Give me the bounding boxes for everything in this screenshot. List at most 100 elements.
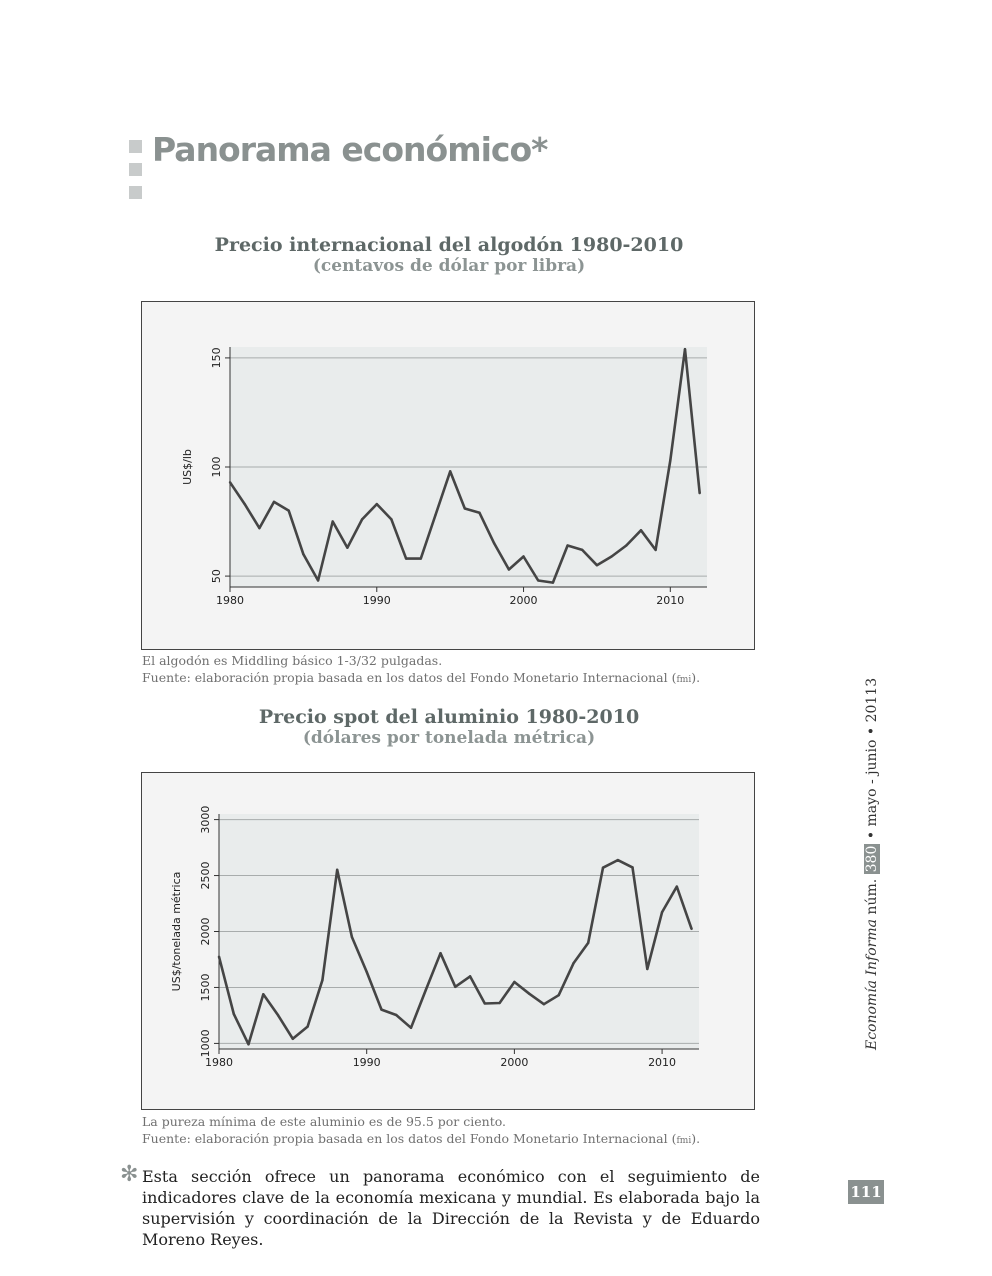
data-point: [522, 555, 525, 558]
data-point: [654, 548, 657, 552]
x-tick-label: 2000: [510, 594, 538, 607]
data-point: [258, 526, 261, 530]
x-tick-label: 2010: [656, 594, 684, 607]
data-point: [646, 967, 649, 971]
data-point: [291, 1037, 295, 1041]
data-point: [542, 1003, 546, 1006]
fmi-abbrev: fmi: [676, 675, 692, 685]
y-tick-label: 2000: [199, 918, 212, 946]
journal-name: Economía Informa: [864, 919, 880, 1050]
data-point: [478, 511, 481, 515]
cotton-source: Fuente: elaboración propia basada en los…: [142, 669, 700, 689]
data-point: [409, 1026, 413, 1030]
data-point: [639, 529, 643, 532]
cotton-chart-heading: Precio internacional del algodón 1980-20…: [142, 234, 756, 276]
source-close: ).: [691, 1131, 701, 1146]
x-tick-label: 1990: [363, 594, 391, 607]
cotton-chart-frame: 50 100 150 1980 1990 2000 2010 US$/lb: [141, 301, 755, 650]
asterisk-icon: ✻: [120, 1162, 139, 1187]
data-point: [513, 980, 516, 984]
y-axis-label: US$/tonelada métrica: [170, 872, 183, 992]
y-axis-label: US$/lb: [181, 449, 194, 485]
issue-date: • mayo - junio • 20113: [864, 677, 880, 840]
y-tick-label: 50: [210, 569, 223, 583]
footnote: ✻ Esta sección ofrece un panorama económ…: [120, 1162, 760, 1250]
y-tick-label: 2500: [199, 862, 212, 890]
data-point: [247, 1043, 250, 1046]
data-point: [683, 347, 687, 351]
data-point: [601, 866, 605, 869]
journal-sidebar: Economía Informa núm. 380 • mayo - junio…: [864, 678, 880, 1050]
data-point: [272, 500, 276, 504]
square-icon: [129, 163, 142, 176]
aluminum-chart-subtitle: (dólares por tonelada métrica): [302, 728, 596, 748]
data-point: [610, 555, 613, 558]
data-point: [454, 985, 457, 988]
aluminum-source: Fuente: elaboración propia basada en los…: [142, 1130, 700, 1150]
source-text: Fuente: elaboración propia basada en los…: [142, 1131, 677, 1146]
data-point: [572, 962, 575, 965]
data-point: [669, 459, 672, 462]
aluminum-chart: 1000 1500 2000 2500 3000 1980 1990 2000 2010 US$/…: [170, 806, 699, 1069]
data-point: [243, 502, 246, 506]
data-point: [631, 866, 634, 869]
source-text: Fuente: elaboración propia basada en los…: [142, 670, 677, 685]
data-point: [380, 1008, 383, 1011]
data-point: [566, 544, 569, 547]
footnote-text: Esta sección ofrece un panorama económic…: [142, 1167, 760, 1249]
x-tick-label: 2000: [500, 1056, 528, 1069]
aluminum-chart-title: Precio spot del aluminio 1980-2010: [258, 706, 640, 728]
square-icon: [129, 140, 142, 153]
data-point: [690, 927, 693, 931]
aluminum-chart-heading: Precio spot del aluminio 1980-2010 (dóla…: [142, 706, 756, 748]
data-point: [302, 553, 305, 556]
aluminum-chart-frame: 1000 1500 2000 2500 3000 1980 1990 2000 2010 US$/…: [141, 772, 755, 1110]
x-tick-label: 2010: [648, 1056, 676, 1069]
data-point: [507, 568, 511, 571]
issue-label: núm.: [864, 878, 880, 915]
data-point: [483, 1002, 487, 1005]
data-point: [217, 955, 221, 958]
data-point: [537, 579, 540, 582]
y-tick-label: 3000: [199, 806, 212, 834]
cotton-note: El algodón es Middling básico 1-3/32 pul…: [142, 653, 443, 668]
data-point: [434, 513, 437, 517]
data-point: [424, 988, 427, 992]
data-point: [404, 557, 408, 560]
data-point: [698, 491, 701, 495]
data-point: [557, 993, 560, 997]
data-point: [551, 581, 555, 584]
issue-number: 380: [864, 843, 880, 875]
data-point: [625, 544, 628, 547]
data-point: [262, 993, 265, 996]
data-point: [527, 992, 531, 995]
data-point: [360, 518, 364, 521]
page-title: Panorama económico*: [152, 130, 548, 169]
fmi-abbrev: fmi: [676, 1136, 692, 1146]
data-point: [463, 507, 467, 510]
data-point: [595, 563, 599, 567]
data-point: [316, 579, 320, 582]
cotton-notes: El algodón es Middling básico 1-3/32 pul…: [142, 652, 700, 689]
data-point: [287, 509, 290, 512]
y-tick-label: 1500: [199, 973, 212, 1001]
data-point: [335, 868, 339, 872]
square-icon: [129, 186, 142, 199]
data-point: [390, 518, 393, 521]
y-tick-label: 1000: [199, 1029, 212, 1057]
data-point: [331, 520, 334, 523]
aluminum-notes: La pureza mínima de este aluminio es de …: [142, 1113, 700, 1150]
page-number: 111: [848, 1180, 884, 1204]
data-point: [587, 941, 590, 945]
x-tick-label: 1980: [216, 594, 244, 607]
data-point: [365, 970, 368, 974]
data-point: [660, 910, 664, 914]
y-tick-label: 100: [210, 457, 223, 478]
x-tick-label: 1980: [205, 1056, 233, 1069]
data-point: [346, 546, 349, 549]
data-point: [581, 548, 584, 552]
data-point: [439, 952, 442, 955]
cotton-chart-subtitle: (centavos de dólar por libra): [312, 256, 586, 276]
aluminum-note: La pureza mínima de este aluminio es de …: [142, 1114, 507, 1129]
data-point: [375, 502, 378, 506]
